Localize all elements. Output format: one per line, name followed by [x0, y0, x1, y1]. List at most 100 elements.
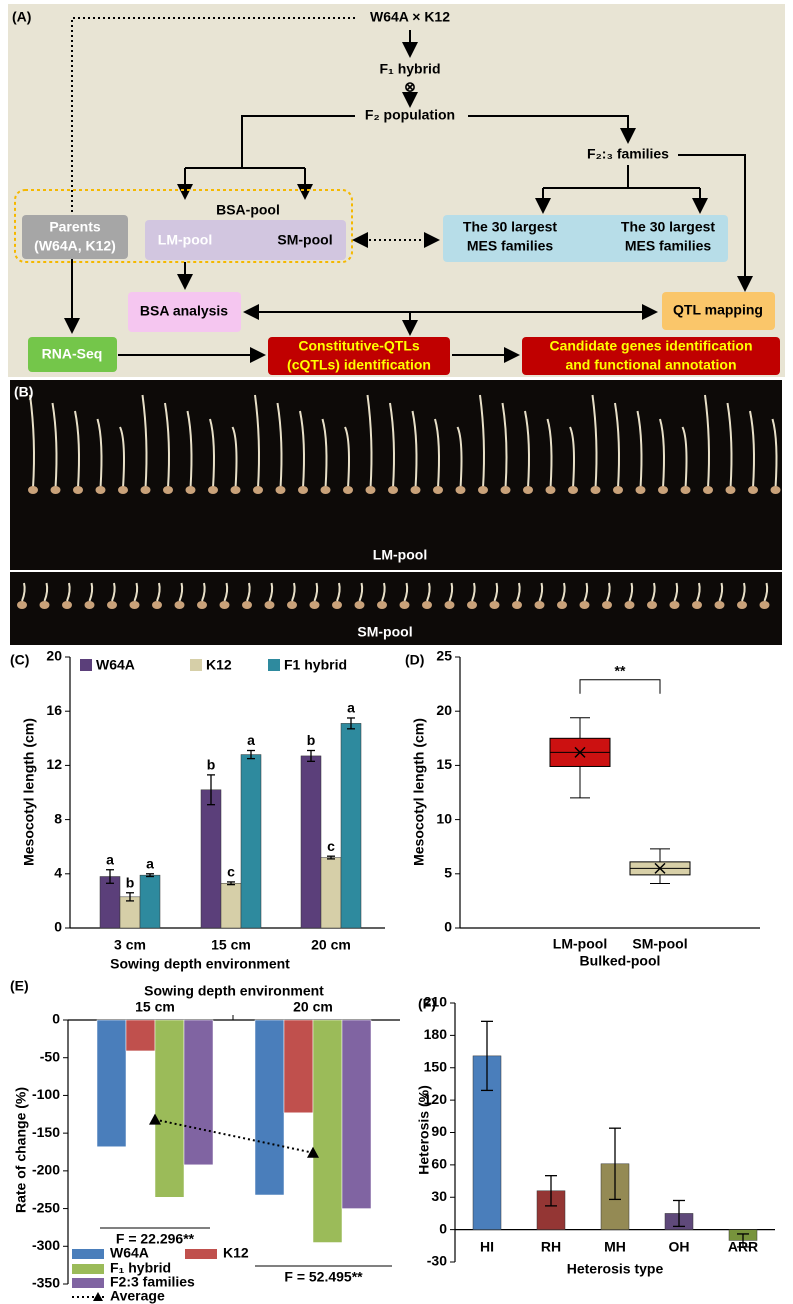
node-box [22, 215, 128, 259]
seedling [569, 426, 575, 489]
seed [253, 486, 263, 494]
node-box [268, 337, 450, 375]
panel-label: (A) [12, 9, 31, 25]
seed [84, 601, 95, 609]
legend-marker [93, 1292, 103, 1301]
node-label: and functional annotation [565, 357, 736, 373]
seedling [74, 410, 80, 489]
diagram: (A) W64A × K12 F₁ hybrid ⊗ F₂ population… [8, 4, 785, 377]
seed [185, 486, 196, 494]
seedling [681, 426, 688, 489]
seedling [366, 394, 373, 489]
x-tick-label: HI [480, 1239, 494, 1255]
seed [399, 601, 410, 609]
y-tick-label: 25 [436, 648, 452, 664]
bar [283, 1019, 314, 1114]
photo-label: LM-pool [373, 547, 427, 563]
mean-marker [654, 862, 666, 874]
seedling [501, 402, 508, 489]
arrow [678, 154, 753, 292]
bar [340, 723, 362, 929]
photo-label: SM-pool [357, 624, 412, 640]
node-label: The 30 largest [463, 219, 557, 235]
seedling [178, 582, 184, 602]
y-tick-label: 90 [431, 1123, 447, 1139]
x-axis-title: Bulked-pool [580, 953, 661, 969]
node-label: ⊗ [404, 79, 416, 95]
legend-swatch [72, 1278, 104, 1288]
y-tick-label: -30 [427, 1253, 447, 1269]
legend-label: W64A [110, 1245, 149, 1261]
x-tick-label: RH [541, 1239, 561, 1255]
y-tick-label: 15 [436, 756, 452, 772]
y-tick-label: -150 [32, 1124, 60, 1140]
panel-label: (D) [405, 652, 424, 668]
seed [658, 486, 668, 494]
node-label: MES families [467, 238, 554, 254]
seed [748, 486, 758, 494]
seedling [291, 582, 296, 602]
seedling [66, 582, 71, 602]
seed [467, 601, 477, 609]
seed [759, 601, 770, 609]
x-tick-label: SM-pool [632, 936, 687, 952]
seed [197, 601, 207, 609]
seedling [133, 582, 139, 602]
seedling [299, 410, 305, 489]
legend-label: F1 hybrid [284, 657, 347, 673]
y-tick-label: 4 [54, 865, 62, 881]
y-tick-label: 150 [424, 1058, 448, 1074]
bar [240, 754, 262, 929]
node-label: (cQTLs) identification [287, 357, 431, 373]
average-marker [149, 1113, 161, 1125]
seedling [223, 582, 229, 602]
seedling [313, 582, 319, 602]
seed [264, 601, 275, 609]
seedling [141, 394, 148, 489]
legend-swatch [268, 659, 280, 671]
y-tick-label: 210 [424, 994, 448, 1010]
bar [154, 1019, 185, 1198]
node-label: MES families [625, 238, 712, 254]
legend-label: F2:3 families [110, 1274, 195, 1290]
bar [200, 789, 222, 929]
bar [183, 1019, 214, 1166]
seed [152, 601, 162, 609]
node-label: (W64A, K12) [34, 238, 116, 254]
bar [96, 1019, 127, 1147]
seed [28, 486, 38, 494]
node-label: Constitutive-QTLs [298, 338, 420, 354]
seed [523, 486, 533, 494]
seed [275, 486, 286, 494]
node-label: BSA-pool [216, 202, 280, 218]
seed [410, 486, 421, 494]
x-tick-label: 15 cm [211, 937, 251, 953]
seedling [456, 426, 463, 489]
seedling [538, 582, 544, 602]
seed [365, 486, 376, 494]
seed [163, 486, 173, 494]
node-label: The 30 largest [621, 219, 715, 235]
seed [118, 486, 128, 494]
seedling [254, 394, 260, 489]
node-box [28, 337, 117, 372]
y-tick-label: 8 [54, 810, 62, 826]
connector [185, 115, 355, 169]
node-label: W64A × K12 [370, 9, 450, 25]
seed [230, 486, 241, 494]
seed [219, 601, 230, 609]
y-tick-label: 20 [46, 648, 62, 664]
seedling [524, 410, 530, 489]
seed [579, 601, 590, 609]
seed [107, 601, 117, 609]
seedling [246, 582, 251, 602]
seedling [119, 426, 125, 489]
seedling [209, 418, 215, 489]
x-tick-label: 3 cm [114, 937, 146, 953]
bar [99, 876, 121, 929]
node-label: SM-pool [277, 232, 332, 248]
seedling [763, 582, 769, 602]
seed [377, 601, 387, 609]
seedling [516, 582, 521, 602]
seedling [111, 582, 116, 602]
